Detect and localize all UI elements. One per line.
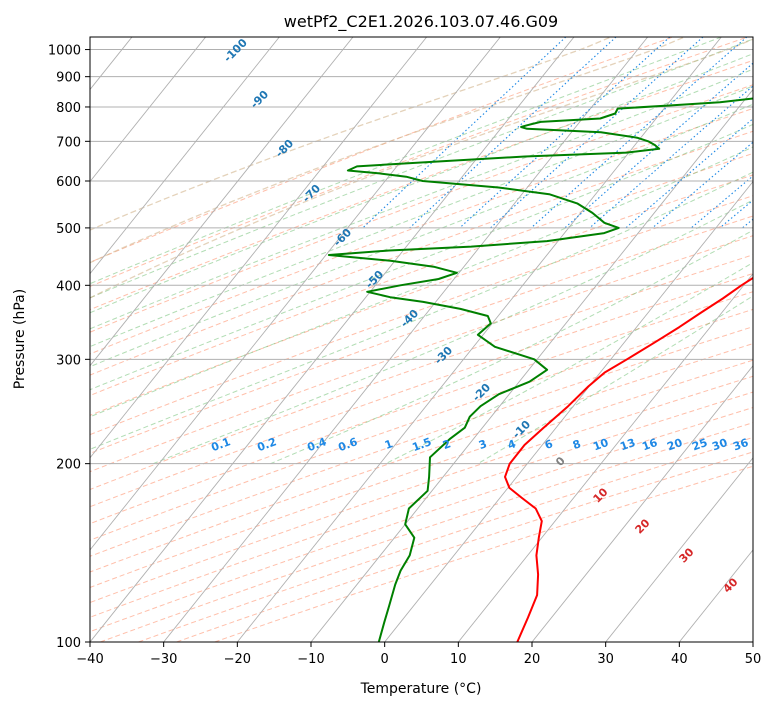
y-axis-label: Pressure (hPa)	[12, 289, 28, 389]
y-tick-label: 900	[56, 71, 81, 86]
y-tick-label: 700	[56, 135, 81, 150]
x-tick-label: −30	[150, 652, 177, 667]
x-tick-label: 20	[524, 652, 541, 667]
chart-title: wetPf2_C2E1.2026.103.07.46.G09	[284, 12, 558, 32]
y-tick-label: 400	[56, 279, 81, 294]
x-tick-label: 40	[671, 652, 688, 667]
y-tick-label: 600	[56, 175, 81, 190]
x-tick-label: −40	[76, 652, 103, 667]
plot-background	[90, 37, 753, 642]
y-tick-label: 800	[56, 101, 81, 116]
x-tick-label: 30	[597, 652, 614, 667]
x-tick-label: −10	[297, 652, 324, 667]
y-tick-label: 100	[56, 636, 81, 651]
mixing-ratio-line	[770, 37, 775, 228]
y-tick-label: 500	[56, 222, 81, 237]
isotherm-line	[753, 37, 775, 642]
x-tick-label: −20	[224, 652, 251, 667]
y-tick-label: 1000	[48, 44, 81, 59]
y-tick-label: 200	[56, 458, 81, 473]
y-tick-label: 300	[56, 353, 81, 368]
isotherm-line	[0, 37, 58, 642]
x-tick-label: 0	[381, 652, 389, 667]
x-tick-label: 10	[450, 652, 467, 667]
x-tick-label: 50	[745, 652, 762, 667]
x-axis-label: Temperature (°C)	[360, 681, 482, 697]
